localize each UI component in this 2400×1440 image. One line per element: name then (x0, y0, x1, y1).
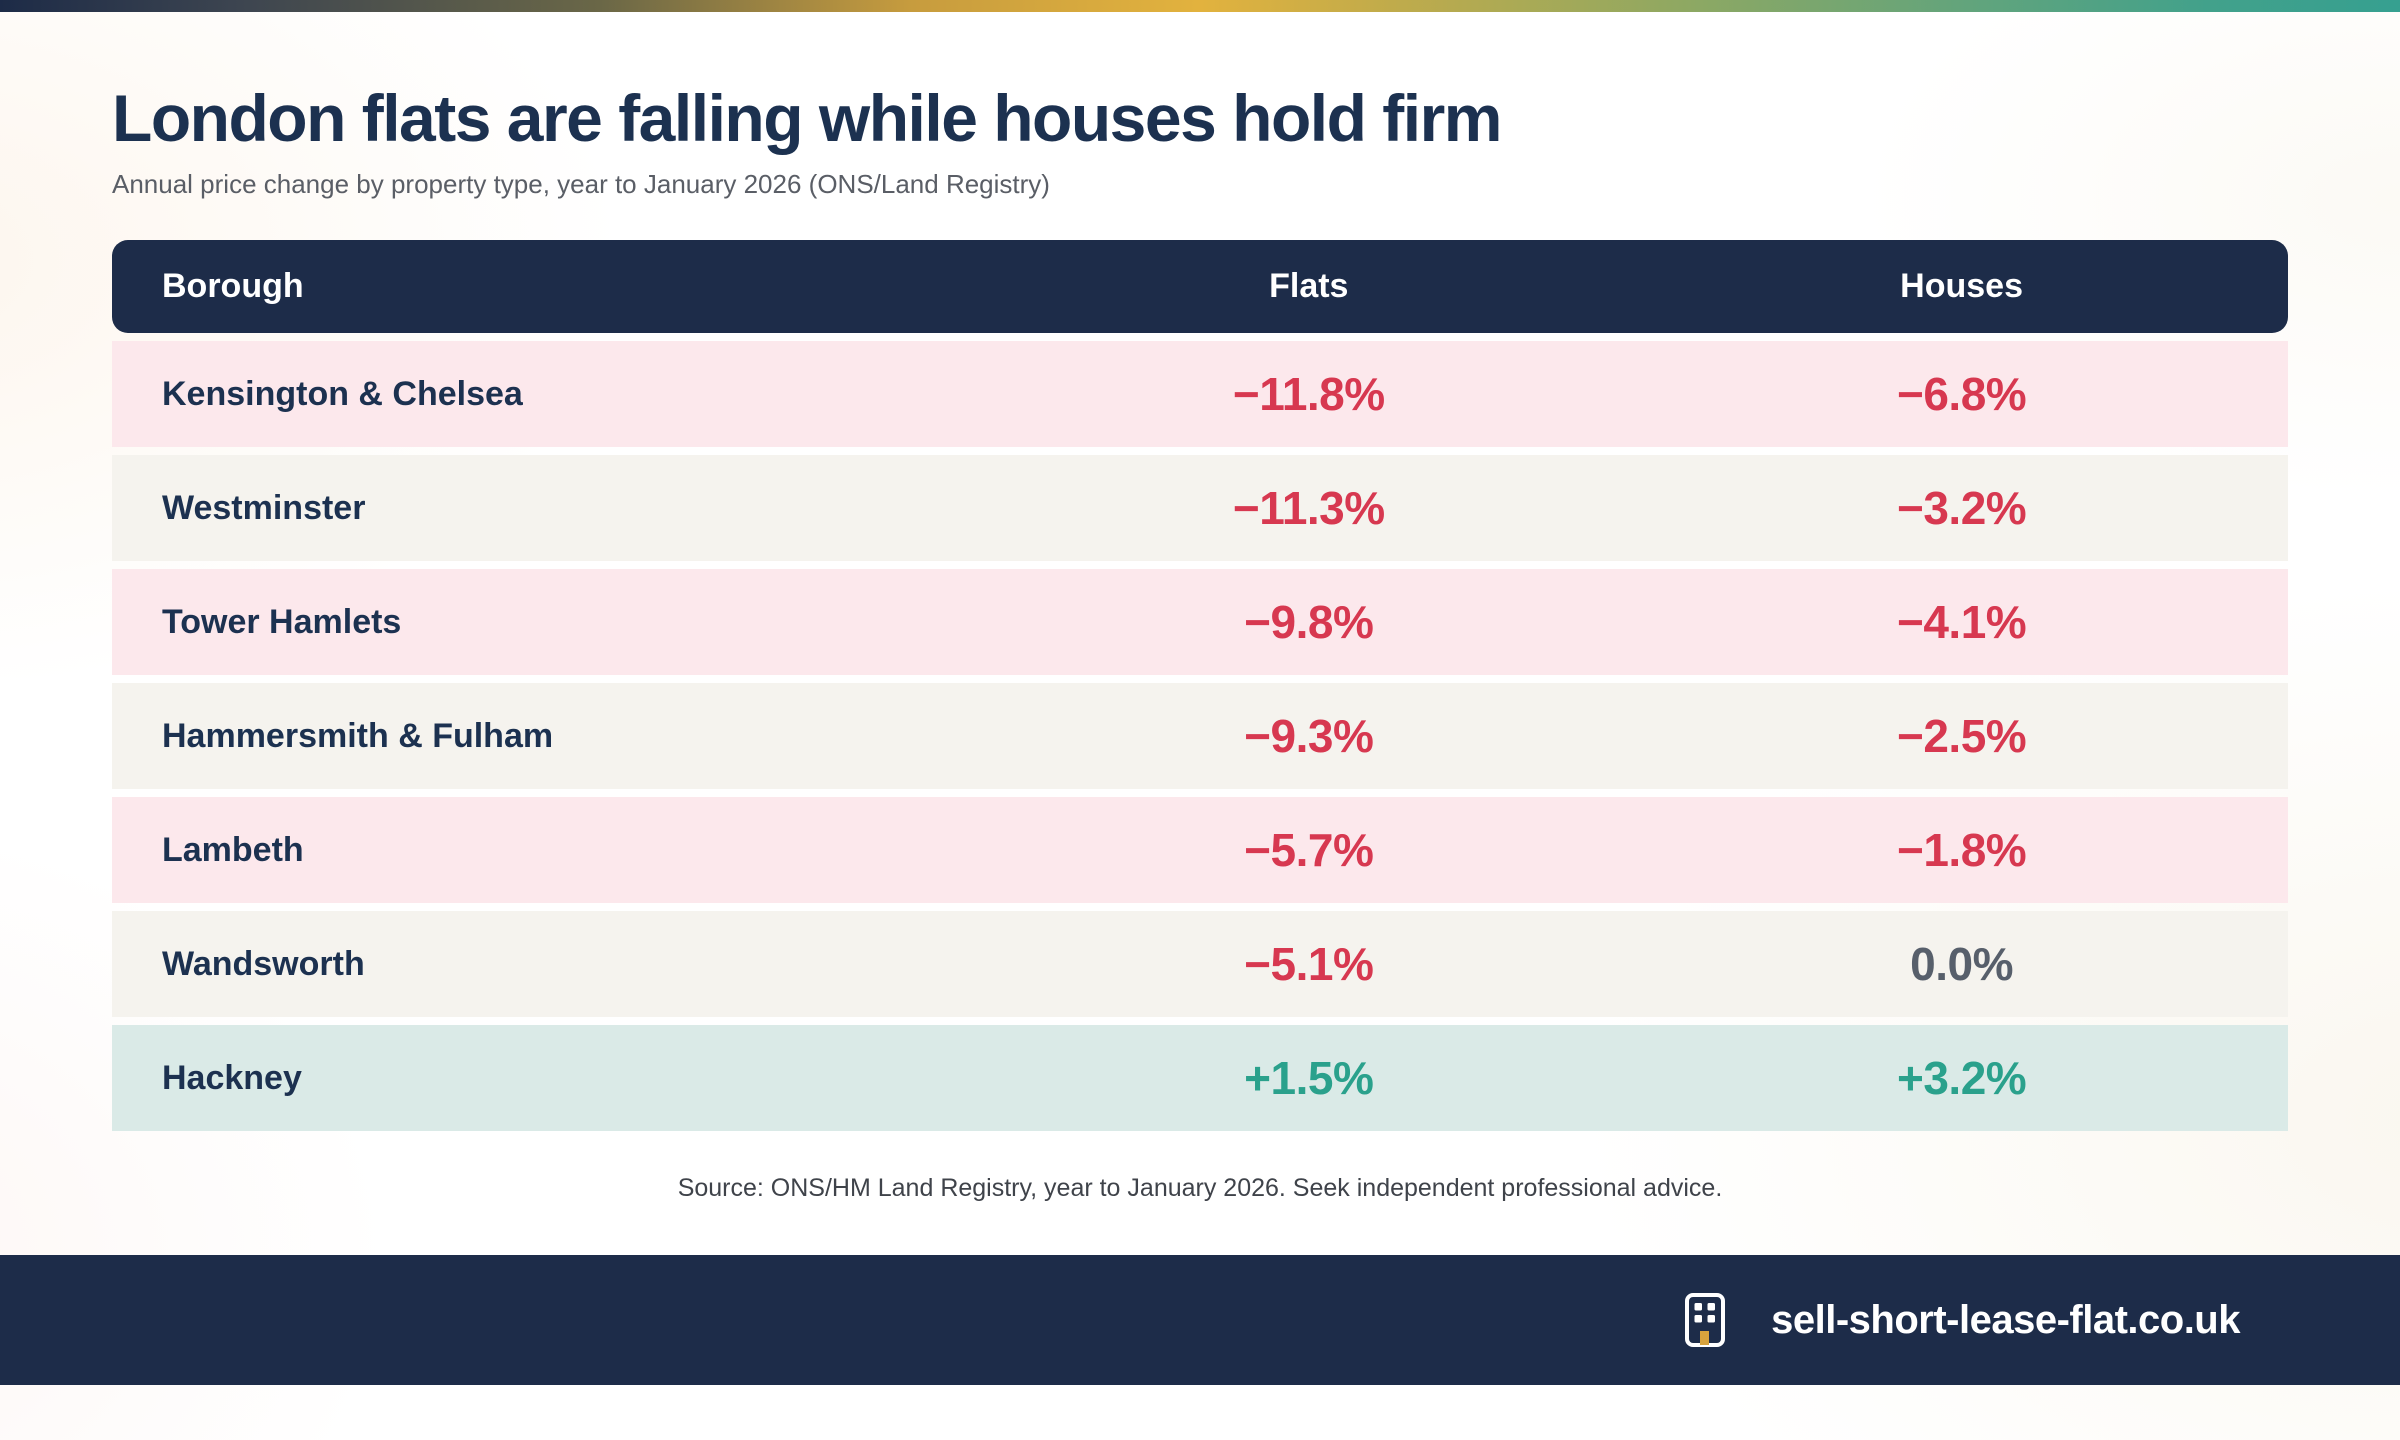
borough-cell: Wandsworth (162, 944, 365, 983)
borough-cell: Hammersmith & Fulham (162, 716, 554, 755)
flats-value: −11.3% (1232, 482, 1385, 534)
decorative-gradient-bar (0, 0, 2400, 12)
houses-value: −6.8% (1896, 368, 2027, 420)
building-icon (1685, 1293, 1726, 1347)
flats-value: −11.8% (1232, 368, 1385, 420)
borough-cell: Lambeth (162, 830, 304, 869)
price-change-table: Borough Flats Houses Kensington & Chelse… (112, 240, 2288, 1131)
houses-value: +3.2% (1896, 1052, 2027, 1104)
flats-value: −9.8% (1244, 596, 1374, 648)
borough-cell: Tower Hamlets (162, 602, 402, 641)
houses-value: −4.1% (1896, 596, 2027, 648)
headline-block: London flats are falling while houses ho… (112, 81, 2288, 200)
flats-value: +1.5% (1244, 1052, 1374, 1104)
houses-value: −3.2% (1896, 482, 2027, 534)
table-header-row: Borough Flats Houses (112, 240, 2288, 333)
flats-value: −5.1% (1244, 938, 1374, 990)
table-row: Hackney +1.5% +3.2% (112, 1025, 2288, 1131)
table-row: Hammersmith & Fulham −9.3% −2.5% (112, 683, 2288, 789)
borough-cell: Westminster (162, 488, 366, 527)
borough-cell: Kensington & Chelsea (162, 374, 523, 413)
houses-value: 0.0% (1910, 938, 2014, 990)
table-row: Wandsworth −5.1% 0.0% (112, 911, 2288, 1017)
source-note: Source: ONS/HM Land Registry, year to Ja… (677, 1174, 1723, 1202)
column-header-borough: Borough (162, 267, 304, 305)
houses-value: −2.5% (1896, 710, 2027, 762)
flats-value: −5.7% (1244, 824, 1374, 876)
website-text: sell-short-lease-flat.co.uk (1771, 1297, 2240, 1342)
footer-bar: sell-short-lease-flat.co.uk (0, 1255, 2400, 1385)
table-row: Westminster −11.3% −3.2% (112, 455, 2288, 561)
column-header-flats: Flats (1269, 267, 1349, 305)
table-row: Tower Hamlets −9.8% −4.1% (112, 569, 2288, 675)
flats-value: −9.3% (1244, 710, 1374, 762)
houses-value: −1.8% (1896, 824, 2027, 876)
column-header-houses: Houses (1900, 267, 2023, 305)
page-subtitle: Annual price change by property type, ye… (112, 169, 1050, 200)
borough-cell: Hackney (162, 1058, 302, 1097)
page-title: London flats are falling while houses ho… (112, 81, 1502, 155)
table-row: Kensington & Chelsea −11.8% −6.8% (112, 341, 2288, 447)
table-row: Lambeth −5.7% −1.8% (112, 797, 2288, 903)
